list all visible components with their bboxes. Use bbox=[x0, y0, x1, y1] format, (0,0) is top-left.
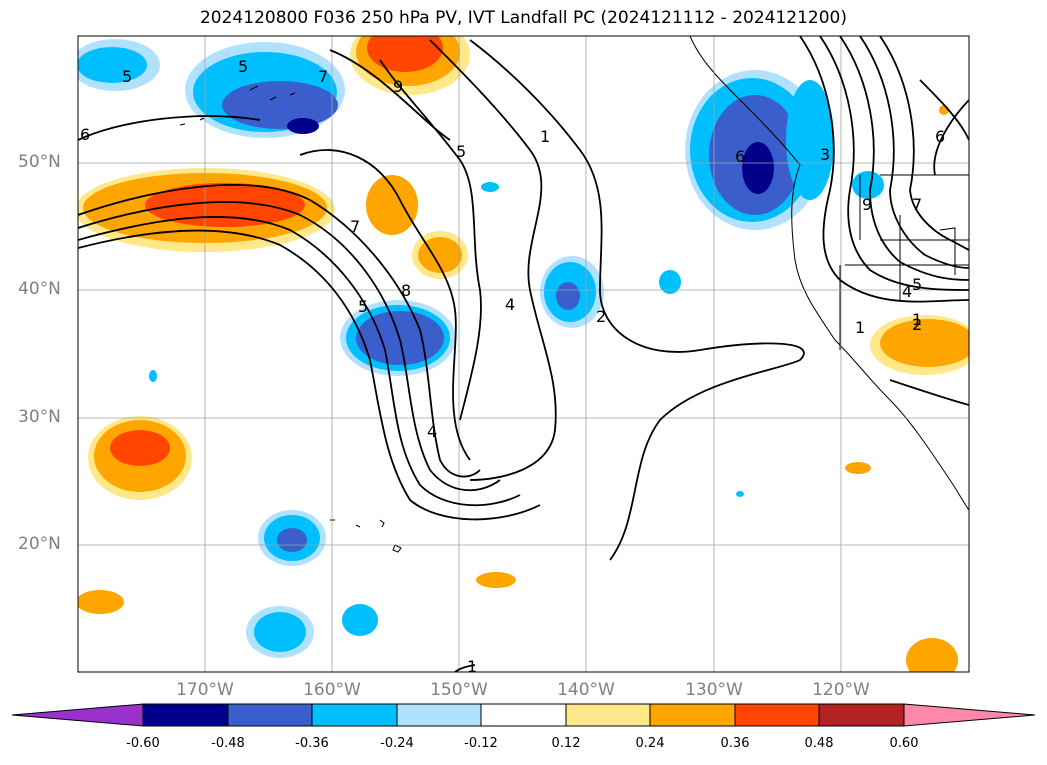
colorbar-under-triangle bbox=[11, 703, 144, 727]
colorbar-bin bbox=[480, 703, 567, 727]
colorbar-tick: 0.60 bbox=[889, 736, 919, 751]
contour-label: 9 bbox=[393, 77, 403, 96]
colorbar-tick: 0.48 bbox=[804, 736, 834, 751]
colorbar-tick: 0.12 bbox=[551, 736, 581, 751]
contour-label: 1 bbox=[912, 310, 922, 329]
lon-label: 160°W bbox=[303, 680, 361, 700]
colorbar-bin bbox=[227, 703, 313, 727]
colorbar-over-triangle bbox=[903, 703, 1036, 727]
contour-label: 8 bbox=[401, 281, 411, 300]
contour-label: 2 bbox=[912, 315, 922, 334]
contour-label: 5 bbox=[912, 275, 922, 294]
contour-label: 7 bbox=[350, 217, 360, 236]
contour-label: 1 bbox=[467, 657, 477, 676]
lat-label: 30°N bbox=[18, 407, 61, 427]
colorbar-bin bbox=[734, 703, 820, 727]
map-panel bbox=[78, 36, 969, 672]
contour-label: 6 bbox=[735, 147, 745, 166]
colorbar-tick: -0.36 bbox=[295, 736, 329, 751]
map-frame bbox=[77, 35, 970, 673]
lon-label: 140°W bbox=[557, 680, 615, 700]
contour-label: 4 bbox=[427, 422, 437, 441]
contour-label: 2 bbox=[596, 307, 606, 326]
contour-label: 7 bbox=[318, 67, 328, 86]
contour-label: 1 bbox=[540, 127, 550, 146]
colorbar-tick: -0.24 bbox=[380, 736, 414, 751]
colorbar-bin bbox=[818, 703, 905, 727]
colorbar-tick: 0.36 bbox=[720, 736, 750, 751]
colorbar-tick: -0.48 bbox=[211, 736, 245, 751]
colorbar-bin bbox=[142, 703, 229, 727]
colorbar-tick: 0.24 bbox=[635, 736, 665, 751]
lat-label: 40°N bbox=[18, 279, 61, 299]
colorbar-bin bbox=[396, 703, 482, 727]
contour-label: 6 bbox=[935, 127, 945, 146]
contour-label: 3 bbox=[820, 145, 830, 164]
lon-label: 170°W bbox=[176, 680, 234, 700]
map-title: 2024120800 F036 250 hPa PV, IVT Landfall… bbox=[199, 8, 847, 28]
contour-label: 4 bbox=[505, 295, 515, 314]
contour-label: 7 bbox=[912, 195, 922, 214]
lon-label: 130°W bbox=[685, 680, 743, 700]
contour-label: 5 bbox=[456, 142, 466, 161]
lat-label: 20°N bbox=[18, 534, 61, 554]
lat-label: 50°N bbox=[18, 152, 61, 172]
contour-label: 5 bbox=[238, 57, 248, 76]
colorbar-tick: -0.60 bbox=[126, 736, 160, 751]
colorbar bbox=[11, 703, 1036, 727]
contour-label: 9 bbox=[862, 195, 872, 214]
contour-label: 4 bbox=[902, 282, 912, 301]
colorbar-tick: -0.12 bbox=[464, 736, 498, 751]
graticule bbox=[78, 36, 969, 672]
contour-label: 1 bbox=[855, 318, 865, 337]
colorbar-bin bbox=[311, 703, 398, 727]
contour-labels: 5 5 7 9 6 5 1 2 4 8 7 5 4 1 3 6 9 7 4 5 … bbox=[80, 57, 945, 676]
colorbar-bin bbox=[565, 703, 651, 727]
colorbar-bin bbox=[649, 703, 736, 727]
ivt-contours bbox=[78, 36, 969, 672]
contour-label: 5 bbox=[122, 67, 132, 86]
contour-label: 5 bbox=[358, 297, 368, 316]
lon-label: 120°W bbox=[812, 680, 870, 700]
contour-label: 6 bbox=[80, 125, 90, 144]
lon-label: 150°W bbox=[430, 680, 488, 700]
